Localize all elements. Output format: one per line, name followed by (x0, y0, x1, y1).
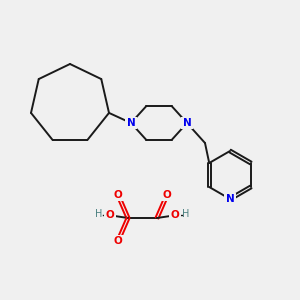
Text: O: O (163, 190, 171, 200)
Text: O: O (114, 190, 122, 200)
Text: N: N (226, 194, 234, 204)
Text: N: N (183, 118, 191, 128)
Text: N: N (127, 118, 135, 128)
Text: H: H (95, 209, 103, 219)
Text: O: O (171, 210, 179, 220)
Text: H: H (182, 209, 190, 219)
Text: O: O (114, 236, 122, 246)
Text: O: O (106, 210, 114, 220)
